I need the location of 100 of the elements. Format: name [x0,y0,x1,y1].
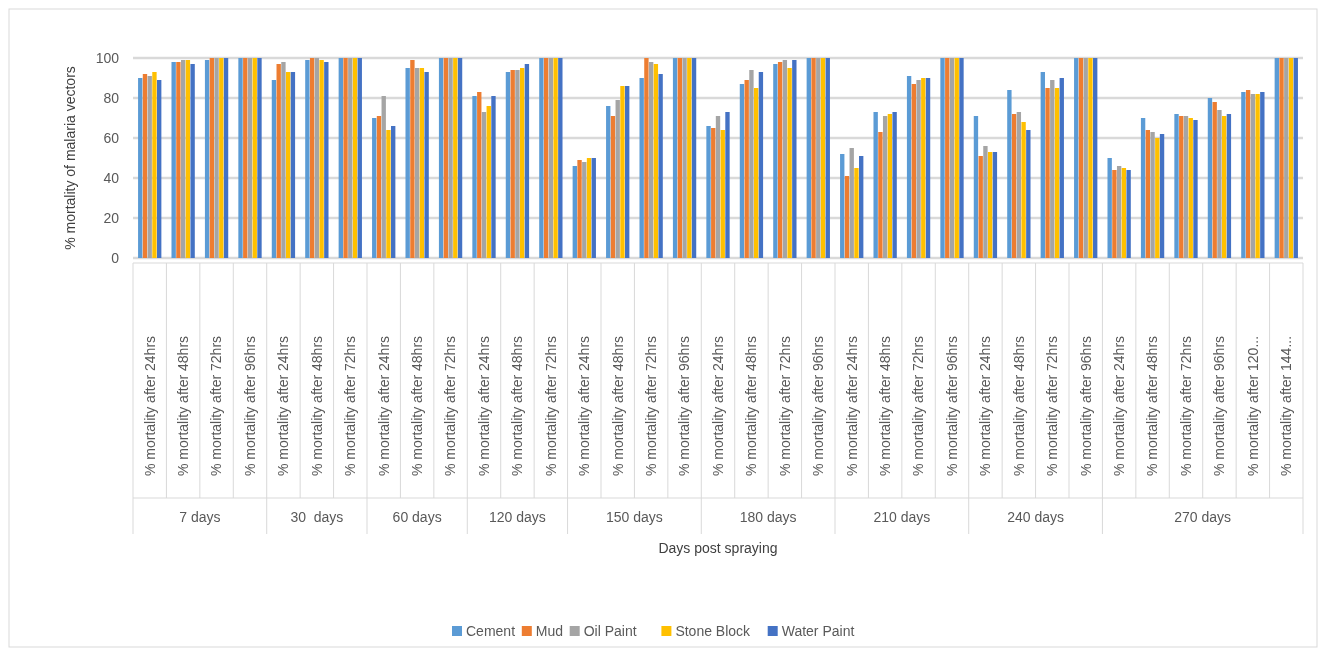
bar [457,58,463,258]
bar [319,60,324,258]
bar [391,126,396,258]
bar [854,168,859,258]
bar [1016,112,1022,258]
bar [653,64,659,258]
x-tick-label: % mortality after 24hrs [141,335,158,476]
bar [1155,138,1160,258]
bar [911,84,917,258]
y-tick-label: 20 [103,209,120,226]
bar [658,74,663,258]
bar [620,86,625,258]
bar [204,60,210,258]
bar [615,100,620,258]
bar [787,68,792,258]
bar [223,58,229,258]
bar [553,58,558,258]
bar [1245,90,1251,258]
bar [386,130,391,258]
bar [849,148,854,258]
bar [424,72,429,258]
text: 240 days [1007,508,1064,525]
bar [1121,168,1127,258]
bar [873,112,878,258]
bar [1116,166,1122,258]
legend-label: Mud [535,622,564,639]
bar [486,106,491,258]
bar [992,152,998,258]
bar [1093,58,1098,258]
bar [157,80,162,258]
bar [481,112,487,258]
bar [290,72,296,258]
bar [792,60,797,258]
bar [252,58,257,258]
bar [410,60,415,258]
text: 7 days [179,508,221,525]
y-tick-label: 0 [111,249,120,266]
legend-label: Oil Paint [583,622,637,639]
bar [940,58,945,258]
bar [1284,58,1289,258]
x-tick-label: % mortality after 24hrs [977,335,994,476]
bar [243,58,248,258]
x-tick-label: % mortality after 48hrs [1010,335,1027,476]
bar [1107,158,1112,258]
bar [238,58,243,258]
bar [448,58,453,258]
text: 150 days [606,508,663,525]
bar [348,58,353,258]
bar [138,78,143,258]
text: 180 days [739,508,797,525]
bar [324,62,329,258]
bar [285,72,291,258]
bar [859,156,864,258]
bar [610,116,616,258]
bar [983,146,988,258]
y-tick-label: 80 [103,89,120,106]
x-tick-label: % mortality after 96hrs [676,335,693,476]
bar [257,58,262,258]
bar [672,58,678,258]
bar [185,60,191,258]
bar [1274,58,1279,258]
bar [973,116,979,258]
bar [491,96,496,258]
x-tick-label: % mortality after 24hrs [576,335,593,476]
bar [648,62,654,258]
bar [1241,92,1246,258]
bar [171,62,176,258]
bar [1007,90,1012,258]
bar [281,62,286,258]
bar [209,58,215,258]
bar [1026,130,1031,258]
bar [142,74,148,258]
bar [510,70,515,258]
bar [519,68,525,258]
bar [352,58,358,258]
x-tick-label: % mortality after 24hrs [475,335,492,476]
bar [219,58,224,258]
bar [1207,98,1213,258]
text: 210 days [873,508,931,525]
bar [892,112,897,258]
bar [1140,118,1146,258]
bar [844,176,850,258]
x-tick-label: % mortality after 72hrs [208,335,225,476]
bar [725,112,730,258]
x-tick-label: % mortality after 144... [1278,335,1295,476]
bar [921,78,926,258]
bar [887,114,893,258]
x-tick-label: % mortality after 72hrs [643,335,660,476]
bar [1255,94,1260,258]
bar [247,58,253,258]
x-tick-label: % mortality after 48hrs [308,335,325,476]
bar [381,96,386,258]
x-tick-label: % mortality after 24hrs [843,335,860,476]
bar [1040,72,1045,258]
bar [305,60,310,258]
bar [749,70,754,258]
bar [558,58,563,258]
x-tick-label: % mortality after 48hrs [409,335,426,476]
bar [954,58,959,258]
bar [1279,58,1284,258]
